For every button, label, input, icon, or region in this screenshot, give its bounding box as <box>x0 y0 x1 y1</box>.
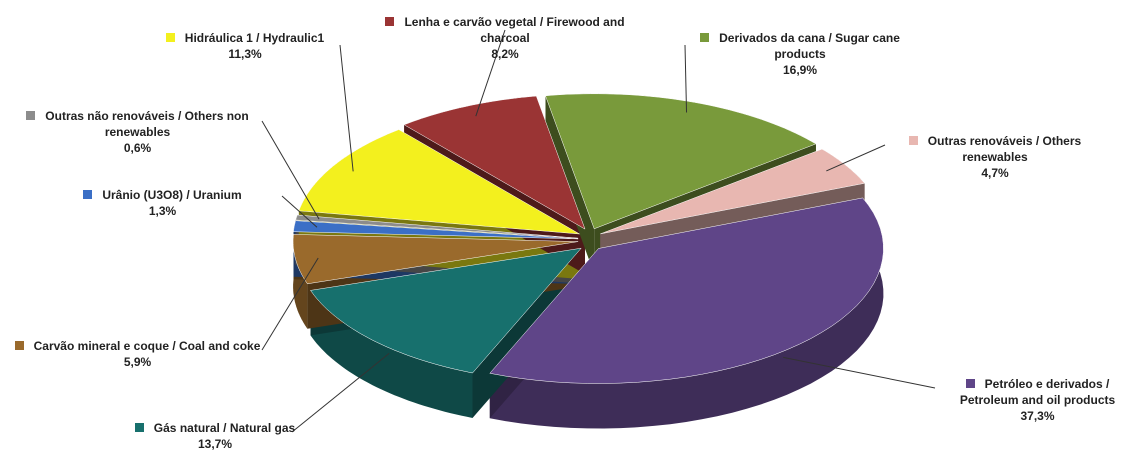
leader-line <box>783 356 936 389</box>
slice-label: Lenha e carvão vegetal / Firewood and ch… <box>385 14 625 62</box>
slice-side <box>310 290 473 418</box>
legend-swatch <box>385 17 395 26</box>
slice-wall <box>545 95 595 274</box>
legend-swatch <box>165 33 175 42</box>
slice <box>600 148 866 235</box>
legend-swatch <box>908 136 918 145</box>
slice-label: Gás natural / Natural gas 13,7% <box>110 420 320 452</box>
slice-label: Carvão mineral e coque / Coal and coke 5,… <box>10 338 265 370</box>
slice-name: Hidráulica 1 / Hydraulic1 <box>184 31 325 45</box>
slice-value: 0,6% <box>123 141 152 155</box>
slice-value: 5,9% <box>123 355 152 369</box>
legend-swatch <box>14 341 24 350</box>
leader-line <box>261 120 320 220</box>
slice-name: Petróleo e derivados / Petroleum and oil… <box>959 377 1116 407</box>
slice-label: Hidráulica 1 / Hydraulic1 11,3% <box>130 30 360 62</box>
slice-name: Derivados da cana / Sugar cane products <box>719 31 900 61</box>
slice-label: Outras renováveis / Others renewables 4,7… <box>880 133 1110 181</box>
leader-line <box>339 44 354 172</box>
slice-name: Lenha e carvão vegetal / Firewood and ch… <box>404 15 625 45</box>
slice-value: 13,7% <box>197 437 233 451</box>
leader-line <box>291 353 390 433</box>
leader-line <box>261 257 319 351</box>
slice <box>403 95 586 230</box>
slice-name: Gás natural / Natural gas <box>153 421 296 435</box>
leader-line <box>475 29 506 117</box>
slice-name: Carvão mineral e coque / Coal and coke <box>33 339 261 353</box>
slice-value: 4,7% <box>981 166 1009 180</box>
slice-label: Petróleo e derivados / Petroleum and oil… <box>935 376 1135 424</box>
slice-name: Outras renováveis / Others renewables <box>927 134 1082 164</box>
legend-swatch <box>83 190 93 199</box>
slice <box>310 247 582 374</box>
slice-value: 1,3% <box>148 204 177 218</box>
legend-swatch <box>700 33 710 42</box>
slice-side <box>293 234 308 329</box>
leader-line <box>281 195 318 228</box>
slice <box>293 220 579 240</box>
slice <box>292 234 579 285</box>
slice-value: 11,3% <box>228 47 262 61</box>
slice-name: Urânio (U3O8) / Uranium <box>102 188 242 202</box>
slice-value: 16,9% <box>782 63 818 77</box>
slice <box>489 197 884 384</box>
leader-line <box>684 44 688 113</box>
slice-value: 37,3% <box>1020 409 1055 423</box>
slice-value: 8,2% <box>491 47 519 61</box>
slice-label: Urânio (U3O8) / Uranium 1,3% <box>40 187 285 219</box>
slice-label: Outras não renováveis / Others non renew… <box>0 108 275 156</box>
slice <box>295 214 579 239</box>
legend-swatch <box>134 423 144 432</box>
slice-name: Outras não renováveis / Others non renew… <box>45 109 249 139</box>
slice-side <box>489 197 884 429</box>
slice-label: Derivados da cana / Sugar cane products 1… <box>680 30 920 78</box>
slice <box>545 93 817 230</box>
legend-swatch <box>965 379 975 388</box>
legend-swatch <box>26 111 36 120</box>
leader-line <box>826 144 886 172</box>
